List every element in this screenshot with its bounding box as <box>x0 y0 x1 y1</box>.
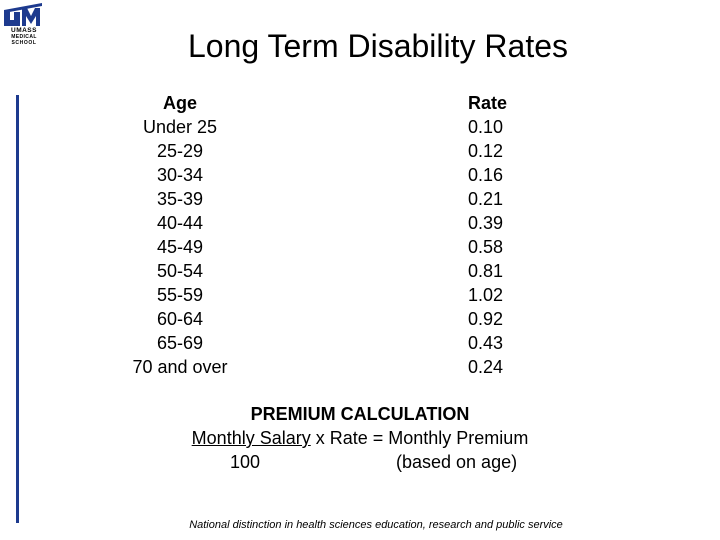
rate-cell: 0.43 <box>468 333 504 353</box>
formula-numerator: Monthly Salary <box>191 428 311 448</box>
age-cell: 35-39 <box>156 189 204 209</box>
age-cell: 30-34 <box>156 165 204 185</box>
logo-text-umass: UMASS <box>11 27 37 34</box>
rate-cell: 0.39 <box>468 213 504 233</box>
age-cell: 55-59 <box>156 285 204 305</box>
rate-cell: 1.02 <box>468 285 504 305</box>
page-title: Long Term Disability Rates <box>187 28 568 64</box>
rate-cell: 0.21 <box>468 189 504 209</box>
rate-cell: 0.58 <box>468 237 504 257</box>
rate-cell: 0.92 <box>468 309 504 329</box>
logo-text-school: SCHOOL <box>11 40 37 46</box>
formula-rest: x Rate = Monthly Premium <box>310 428 529 448</box>
age-cell: 70 and over <box>132 357 228 377</box>
age-cell: 45-49 <box>156 237 204 257</box>
age-cell: 40-44 <box>156 213 204 233</box>
umass-medical-logo: UMASS MEDICAL SCHOOL <box>2 2 44 46</box>
left-accent-line <box>16 95 19 523</box>
age-cell: 25-29 <box>156 141 204 161</box>
age-cell: 60-64 <box>156 309 204 329</box>
rate-cell: 0.12 <box>468 141 504 161</box>
umass-logo-mark-icon <box>2 2 44 28</box>
rate-column: Rate 0.10 0.12 0.16 0.21 0.39 0.58 0.81 … <box>468 91 548 379</box>
age-column: Age Under 25 25-29 30-34 35-39 40-44 45-… <box>100 91 260 379</box>
age-cell: 65-69 <box>156 333 204 353</box>
rate-cell: 0.16 <box>468 165 504 185</box>
rate-column-header: Rate <box>468 93 508 113</box>
footer-tagline: National distinction in health sciences … <box>189 519 563 531</box>
rate-cell: 0.10 <box>468 117 504 137</box>
formula-note: (based on age) <box>396 452 518 472</box>
age-cell: Under 25 <box>142 117 218 137</box>
premium-formula: Monthly Salary x Rate = Monthly Premium <box>0 426 720 450</box>
rate-cell: 0.81 <box>468 261 504 281</box>
age-column-header: Age <box>162 93 197 113</box>
logo-text-medical: MEDICAL <box>11 34 37 40</box>
formula-denominator: 100 <box>230 452 261 472</box>
rate-cell: 0.24 <box>468 357 504 377</box>
age-cell: 50-54 <box>156 261 204 281</box>
premium-title: PREMIUM CALCULATION <box>250 404 470 424</box>
